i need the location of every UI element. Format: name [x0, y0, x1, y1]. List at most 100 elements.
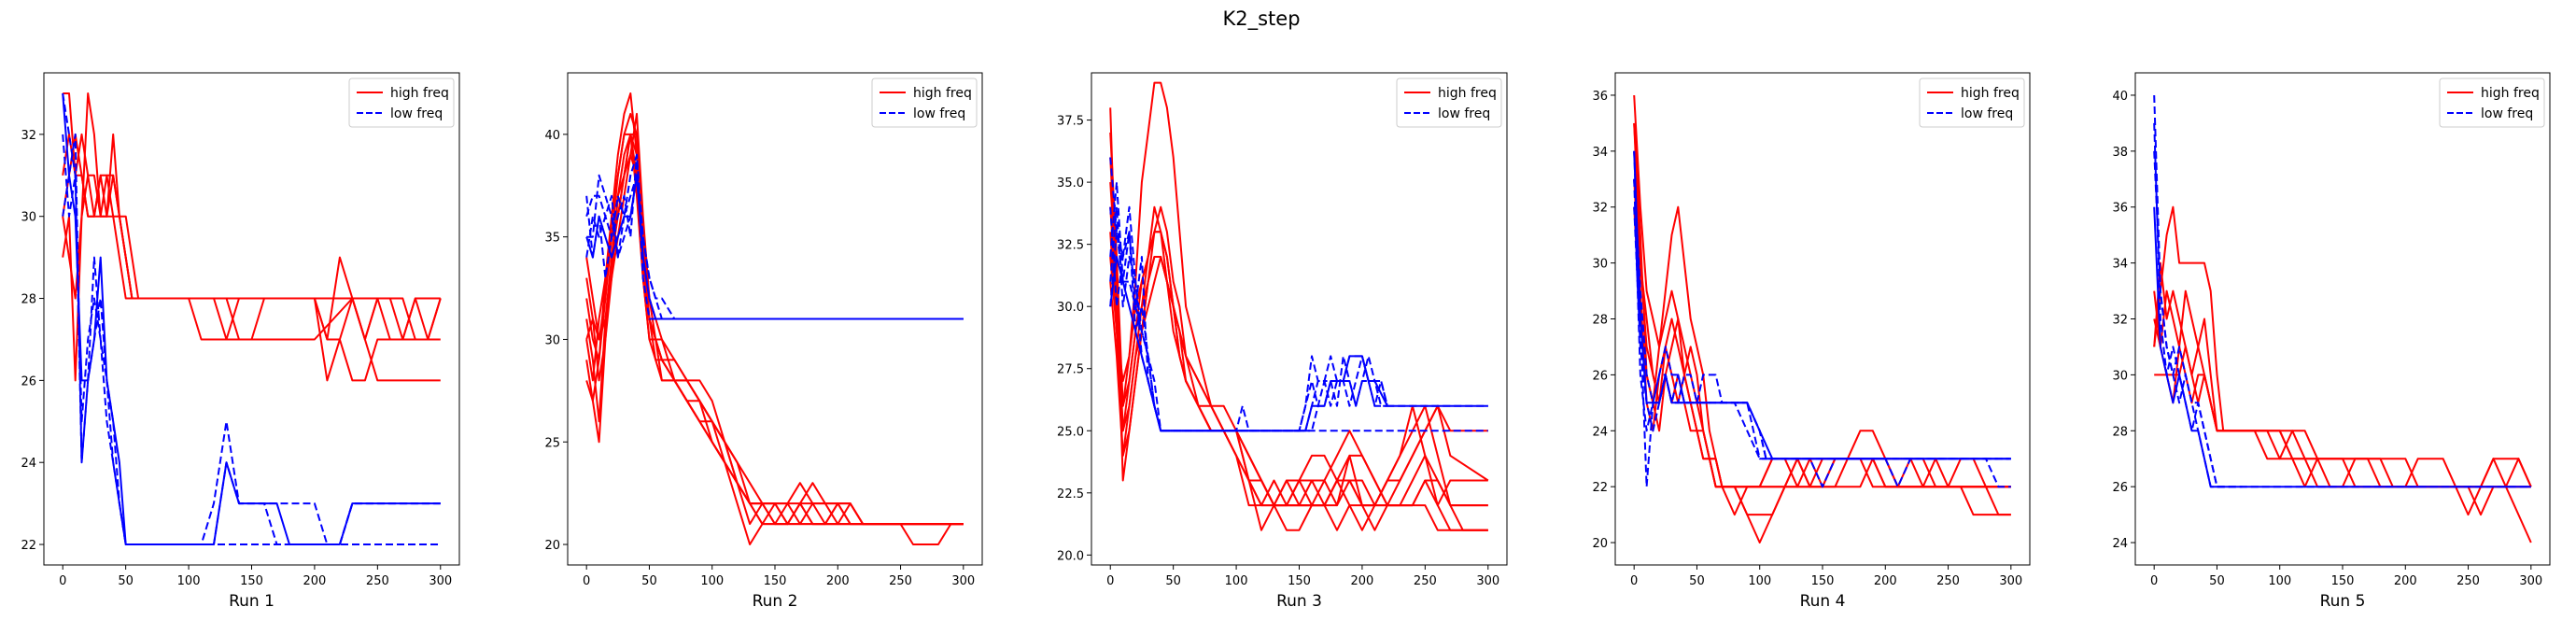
- y-tick-label: 20: [1592, 537, 1608, 551]
- legend-label: low freq: [1438, 106, 1490, 121]
- high-freq-series-line: [2153, 205, 2532, 488]
- series-group: [62, 92, 442, 545]
- legend-label: high freq: [2481, 86, 2540, 101]
- y-tick-label: 28: [1592, 314, 1608, 328]
- x-tick-label: 100: [700, 574, 724, 588]
- high-freq-series-line: [1109, 157, 1488, 507]
- y-tick-label: 37.5: [1057, 115, 1084, 129]
- high-freq-series-line: [1633, 122, 2011, 543]
- legend-box: [1396, 78, 1502, 128]
- high-freq-series-line: [2153, 290, 2532, 543]
- legend: high freq low freq: [871, 78, 978, 128]
- y-tick-label: 22: [21, 539, 36, 553]
- x-tick-label: 50: [2209, 574, 2225, 588]
- series-group: [1109, 81, 1489, 531]
- subplot-4: 0 50 100 150 200 250 300 20 22 24 26 28 30 32 34 36 Run …: [1592, 72, 2031, 611]
- high-freq-series-line: [585, 133, 964, 526]
- subplot-3: 0 50 100 150 200 250 300 20.0 22.5 25.0 27.5 30.0 32…: [1057, 72, 1508, 611]
- y-tick-label: 24: [2112, 537, 2128, 551]
- x-tick-label: 100: [2268, 574, 2291, 588]
- y-tick-label: 25.0: [1057, 425, 1084, 439]
- figure-title: K2_step: [1222, 7, 1300, 31]
- series-group: [2153, 94, 2532, 543]
- subplot-1: 0 50 100 150 200 250 300 22 24 26 28 30 32 Run 1 high …: [21, 72, 460, 611]
- x-tick-label: 200: [826, 574, 850, 588]
- subplot-5: 0 50 100 150 200 250 300 24 26 28 30 32 34 36 38 40 Run …: [2112, 72, 2551, 611]
- legend: high freq low freq: [1396, 78, 1502, 128]
- x-tick-label: 0: [583, 574, 590, 588]
- legend-label: high freq: [1438, 86, 1497, 101]
- low-freq-series-line: [586, 174, 964, 320]
- x-tick-label: 200: [2394, 574, 2417, 588]
- y-tick-label: 30: [1592, 258, 1608, 272]
- legend-label: high freq: [913, 86, 972, 101]
- x-tick-label: 150: [764, 574, 787, 588]
- y-tick-label: 25: [544, 436, 560, 450]
- y-tick-label: 30: [2112, 369, 2128, 383]
- low-freq-series-line: [1109, 231, 1387, 432]
- x-axis-label: Run 2: [753, 592, 798, 611]
- high-freq-series-line: [585, 133, 964, 545]
- y-tick-label: 32: [1592, 202, 1608, 216]
- x-axis-label: Run 4: [1800, 592, 1846, 611]
- high-freq-series-line: [1109, 256, 1488, 531]
- y-tick-label: 40: [2112, 90, 2128, 104]
- y-tick-label: 22: [1592, 481, 1608, 495]
- y-tick-label: 36: [2112, 202, 2128, 216]
- y-tick-label: 35.0: [1057, 176, 1084, 191]
- x-axis-label: Run 3: [1276, 592, 1322, 611]
- low-freq-series-line: [1109, 181, 1488, 432]
- low-freq-series-line: [1633, 178, 2011, 488]
- x-axis-label: Run 1: [229, 592, 274, 611]
- x-tick-label: 300: [951, 574, 975, 588]
- legend-box: [2439, 78, 2545, 128]
- y-tick-label: 38: [2112, 146, 2128, 160]
- low-freq-series-line: [1633, 150, 2011, 460]
- y-tick-label: 30: [544, 333, 560, 347]
- legend-box: [348, 78, 455, 128]
- x-tick-label: 250: [2456, 574, 2480, 588]
- legend-box: [871, 78, 978, 128]
- y-tick-label: 36: [1592, 90, 1608, 104]
- legend-label: high freq: [390, 86, 449, 101]
- x-tick-label: 300: [429, 574, 452, 588]
- y-tick-label: 28: [2112, 425, 2128, 439]
- x-tick-label: 200: [1874, 574, 1897, 588]
- low-freq-series-line: [62, 92, 441, 545]
- y-tick-label: 32: [21, 129, 36, 143]
- x-tick-label: 300: [1476, 574, 1499, 588]
- x-tick-label: 100: [177, 574, 201, 588]
- low-freq-series-line: [2153, 150, 2230, 488]
- y-tick-label: 30.0: [1057, 301, 1084, 315]
- x-tick-label: 150: [1288, 574, 1311, 588]
- y-tick-label: 26: [21, 374, 36, 388]
- legend: high freq low freq: [2439, 78, 2545, 128]
- legend: high freq low freq: [348, 78, 455, 128]
- y-tick-label: 28: [21, 293, 36, 307]
- high-freq-series-line: [585, 133, 964, 526]
- high-freq-series-line: [1109, 132, 1488, 507]
- legend-box: [1919, 78, 2025, 128]
- x-tick-label: 100: [1225, 574, 1248, 588]
- low-freq-series-line: [2153, 206, 2531, 488]
- low-freq-series-line: [1109, 205, 1488, 432]
- x-tick-label: 250: [1414, 574, 1437, 588]
- y-tick-label: 24: [1592, 425, 1608, 439]
- x-tick-label: 100: [1748, 574, 1771, 588]
- x-tick-label: 0: [1106, 574, 1114, 588]
- y-tick-label: 20: [544, 539, 560, 553]
- y-tick-label: 26: [2112, 481, 2128, 495]
- x-tick-label: 0: [59, 574, 66, 588]
- legend: high freq low freq: [1919, 78, 2025, 128]
- high-freq-series-line: [63, 92, 441, 382]
- x-tick-label: 200: [1351, 574, 1374, 588]
- subplot-2: 0 50 100 150 200 250 300 20 25 30 35 40 Run 2 high fr…: [544, 72, 983, 611]
- high-freq-series-line: [1633, 178, 2011, 516]
- y-tick-label: 40: [544, 129, 560, 143]
- low-freq-series-line: [1109, 256, 1488, 432]
- y-tick-label: 32: [2112, 314, 2128, 328]
- x-tick-label: 50: [641, 574, 657, 588]
- x-tick-label: 50: [1165, 574, 1181, 588]
- low-freq-series-line: [2153, 122, 2531, 488]
